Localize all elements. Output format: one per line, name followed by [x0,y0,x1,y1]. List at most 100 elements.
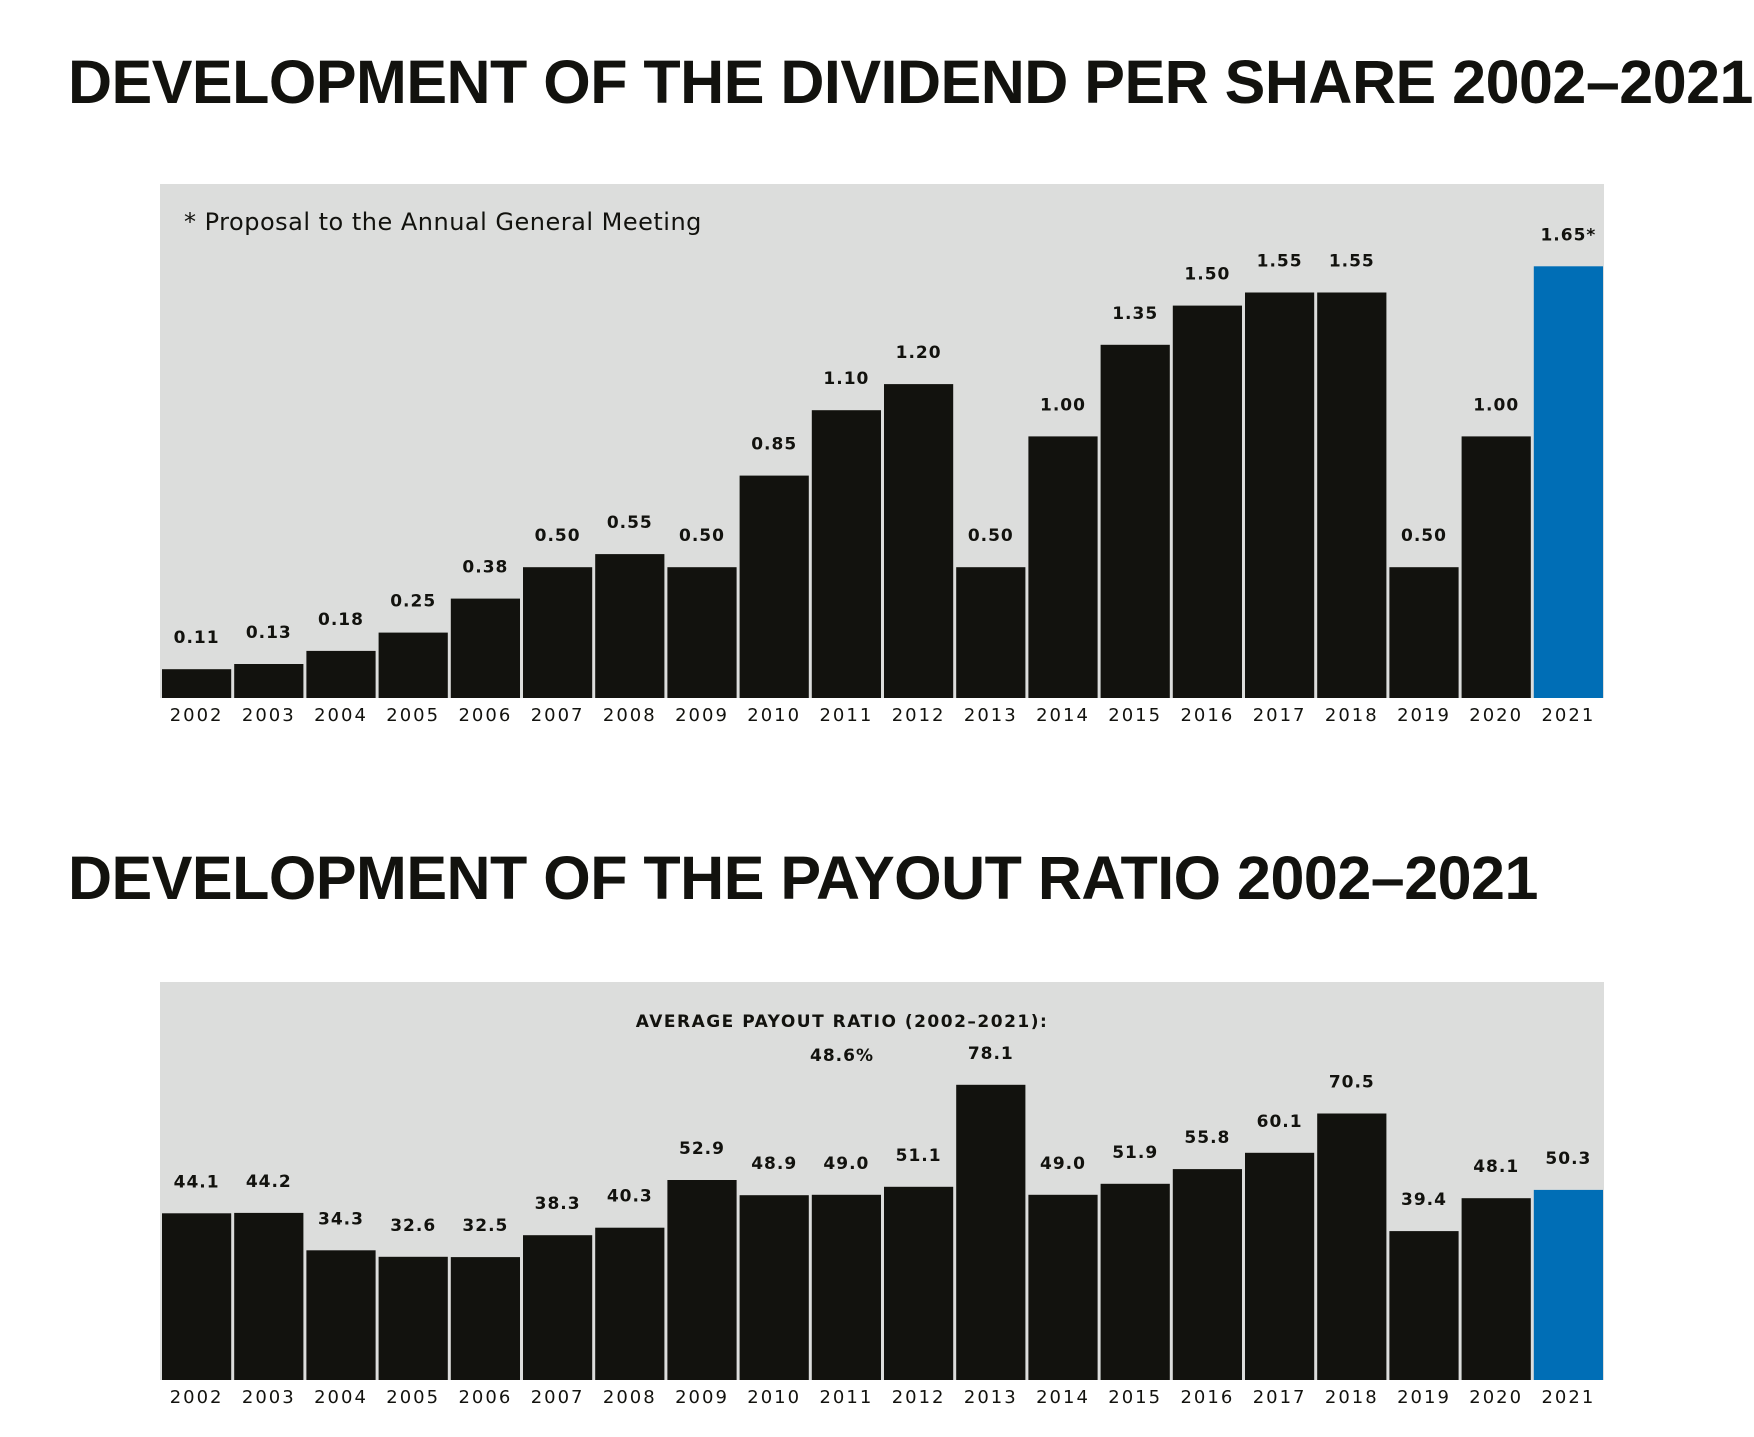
dividend-value-label-2003: 0.13 [246,623,292,643]
payout-value-label-2007: 38.3 [535,1194,581,1214]
payout-value-label-2005: 32.6 [390,1216,436,1236]
dividend-bar-2004 [306,650,376,698]
payout-bar-2010 [739,1195,809,1380]
dividend-tick-label-2005: 2005 [386,705,440,726]
payout-bar-2016 [1172,1169,1242,1380]
payout-value-label-2015: 51.9 [1112,1143,1158,1163]
payout-value-label-2012: 51.1 [896,1146,942,1166]
payout-tick-label-2015: 2015 [1108,1387,1162,1408]
average-payout-value: 48.6% [810,1046,874,1066]
dividend-tick-label-2012: 2012 [892,705,946,726]
payout-tick-label-2007: 2007 [531,1387,585,1408]
dividend-bar-2008 [595,554,665,698]
payout-value-label-2014: 49.0 [1040,1154,1086,1174]
payout-tick-label-2006: 2006 [458,1387,512,1408]
dividend-bar-2007 [523,567,593,698]
payout-value-label-2011: 49.0 [823,1154,869,1174]
dividend-value-label-2018: 1.55 [1329,252,1375,272]
payout-tick-label-2019: 2019 [1397,1387,1451,1408]
dividend-bar-2002 [162,669,232,698]
payout-tick-label-2017: 2017 [1253,1387,1307,1408]
payout-bar-2013 [956,1084,1026,1380]
payout-value-label-2018: 70.5 [1329,1073,1375,1093]
dividend-bar-2012 [884,384,954,698]
payout-value-label-2019: 39.4 [1401,1190,1447,1210]
dividend-value-label-2021: 1.65* [1540,225,1596,245]
dividend-chart-panel: * Proposal to the Annual General Meeting… [160,184,1604,726]
payout-tick-label-2010: 2010 [747,1387,801,1408]
dividend-value-label-2017: 1.55 [1257,252,1303,272]
dividend-value-label-2012: 1.20 [896,343,942,363]
payout-bar-2018 [1317,1113,1387,1380]
payout-tick-label-2009: 2009 [675,1387,729,1408]
payout-bar-chart: 44.1 2002 44.2 2003 34.3 2004 32.6 2005 32.5 2006… [162,1044,1603,1408]
dividend-bar-2020 [1461,436,1531,698]
payout-tick-label-2008: 2008 [603,1387,657,1408]
payout-bar-2004 [306,1250,376,1380]
payout-value-label-2021: 50.3 [1545,1149,1591,1169]
payout-bar-2003 [234,1212,304,1380]
dividend-bar-2005 [378,632,448,698]
payout-value-label-2017: 60.1 [1257,1112,1303,1132]
payout-bar-2019 [1389,1231,1459,1380]
payout-bar-2011 [811,1194,881,1380]
dividend-tick-label-2011: 2011 [819,705,873,726]
payout-tick-label-2005: 2005 [386,1387,440,1408]
dividend-bar-chart: 0.11 2002 0.13 2003 0.18 2004 0.25 2005 0.38 2006… [162,225,1603,726]
dividend-value-label-2019: 0.50 [1401,526,1447,546]
payout-value-label-2010: 48.9 [751,1154,797,1174]
payout-tick-label-2002: 2002 [170,1387,224,1408]
payout-value-label-2020: 48.1 [1473,1157,1519,1177]
dividend-tick-label-2021: 2021 [1541,705,1595,726]
dividend-bar-2003 [234,664,304,698]
payout-bar-2021 [1533,1189,1603,1380]
dividend-value-label-2020: 1.00 [1473,395,1519,415]
dividend-bar-2014 [1028,436,1098,698]
payout-tick-label-2016: 2016 [1180,1387,1234,1408]
payout-chart-panel: AVERAGE PAYOUT RATIO (2002–2021): 48.6% … [160,982,1604,1408]
dividend-value-label-2004: 0.18 [318,610,364,630]
dividend-bar-2021 [1533,266,1603,698]
dividend-value-label-2009: 0.50 [679,526,725,546]
payout-value-label-2004: 34.3 [318,1209,364,1229]
dividend-tick-label-2004: 2004 [314,705,368,726]
payout-bar-2014 [1028,1194,1098,1380]
dividend-bar-2015 [1100,344,1170,698]
dividend-tick-label-2020: 2020 [1469,705,1523,726]
dividend-tick-label-2009: 2009 [675,705,729,726]
dividend-bar-2018 [1317,292,1387,698]
payout-value-label-2003: 44.2 [246,1172,292,1192]
dividend-bar-2010 [739,475,809,698]
payout-bar-2012 [884,1186,954,1380]
payout-tick-label-2020: 2020 [1469,1387,1523,1408]
dividend-value-label-2007: 0.50 [535,526,581,546]
dividend-tick-label-2010: 2010 [747,705,801,726]
dividend-bar-2013 [956,567,1026,698]
payout-bar-2007 [523,1235,593,1380]
payout-bar-2020 [1461,1198,1531,1380]
dividend-bar-2019 [1389,567,1459,698]
dividend-tick-label-2008: 2008 [603,705,657,726]
payout-value-label-2008: 40.3 [607,1187,653,1207]
dividend-value-label-2002: 0.11 [174,628,220,648]
dividend-bar-2017 [1245,292,1315,698]
dividend-value-label-2015: 1.35 [1112,304,1158,324]
payout-value-label-2013: 78.1 [968,1044,1014,1064]
payout-tick-label-2012: 2012 [892,1387,946,1408]
payout-tick-label-2004: 2004 [314,1387,368,1408]
dividend-tick-label-2017: 2017 [1253,705,1307,726]
payout-value-label-2002: 44.1 [174,1172,220,1192]
payout-value-label-2016: 55.8 [1184,1128,1230,1148]
payout-bar-2002 [162,1213,232,1380]
dividend-tick-label-2002: 2002 [170,705,224,726]
dividend-tick-label-2018: 2018 [1325,705,1379,726]
payout-value-label-2006: 32.5 [462,1216,508,1236]
payout-tick-label-2013: 2013 [964,1387,1018,1408]
dividend-value-label-2014: 1.00 [1040,395,1086,415]
proposal-footnote: * Proposal to the Annual General Meeting [184,208,702,236]
dividend-value-label-2016: 1.50 [1184,265,1230,285]
dividend-value-label-2011: 1.10 [823,369,869,389]
dividend-bar-2011 [811,410,881,698]
dividend-value-label-2010: 0.85 [751,435,797,455]
dividend-tick-label-2013: 2013 [964,705,1018,726]
